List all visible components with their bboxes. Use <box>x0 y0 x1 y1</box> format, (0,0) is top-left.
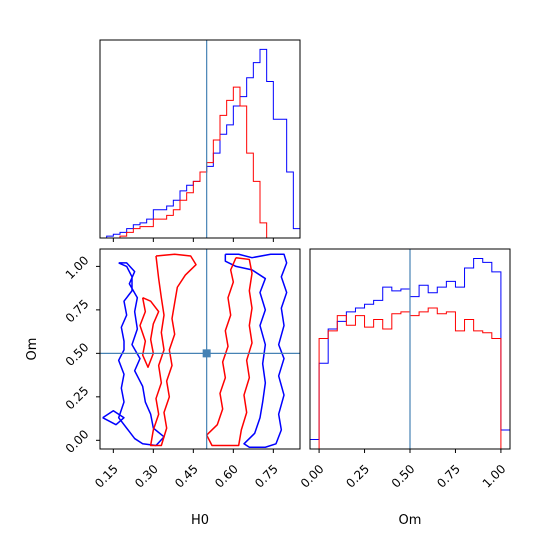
contour-red-4 <box>205 256 253 447</box>
contour-red-3 <box>149 253 197 447</box>
truth-marker <box>202 349 211 358</box>
x-tick-label-hist-Om-0: 0.00 <box>298 462 327 491</box>
plot-area-hist-Om <box>310 249 510 449</box>
panel-bg-hist-H0 <box>100 40 300 238</box>
x-axis-label-hist-Om: Om <box>399 513 422 528</box>
x-tick-label-hist-Om-1: 0.25 <box>343 462 372 491</box>
x-tick-label-contour-H0-Om-1: 0.30 <box>132 462 161 491</box>
histogram-red-hist-H0 <box>100 86 300 238</box>
y-tick-label-contour-H0-Om-1: 0.25 <box>63 384 92 413</box>
contour-blue-0 <box>117 262 165 447</box>
x-tick-label-contour-H0-Om-4: 0.75 <box>252 462 281 491</box>
x-axis-label-contour-H0-Om: H0 <box>191 513 209 528</box>
x-tick-label-contour-H0-Om-2: 0.45 <box>172 462 201 491</box>
panel-bg-contour-H0-Om <box>100 249 300 449</box>
x-tick-label-hist-Om-3: 0.75 <box>434 462 463 491</box>
x-tick-label-hist-Om-4: 1.00 <box>480 462 509 491</box>
x-tick-label-contour-H0-Om-0: 0.15 <box>92 462 121 491</box>
y-tick-label-contour-H0-Om-3: 0.75 <box>63 297 92 326</box>
y-tick-label-contour-H0-Om-2: 0.50 <box>63 340 92 369</box>
panel-frame-contour-H0-Om <box>99 248 301 450</box>
y-tick-label-contour-H0-Om-4: 1.00 <box>63 253 92 282</box>
contour-blue-2 <box>102 409 125 426</box>
plot-area-hist-H0 <box>100 40 300 238</box>
contour-blue-1 <box>224 253 288 449</box>
y-tick-label-contour-H0-Om-0: 0.00 <box>63 427 92 456</box>
y-axis-label-contour-H0-Om: Om <box>25 338 40 361</box>
plot-area-contour-H0-Om <box>100 249 300 449</box>
panel-frame-hist-H0 <box>99 39 301 239</box>
x-tick-label-contour-H0-Om-3: 0.60 <box>212 462 241 491</box>
contour-red-5 <box>139 297 160 369</box>
x-tick-label-hist-Om-2: 0.50 <box>389 462 418 491</box>
